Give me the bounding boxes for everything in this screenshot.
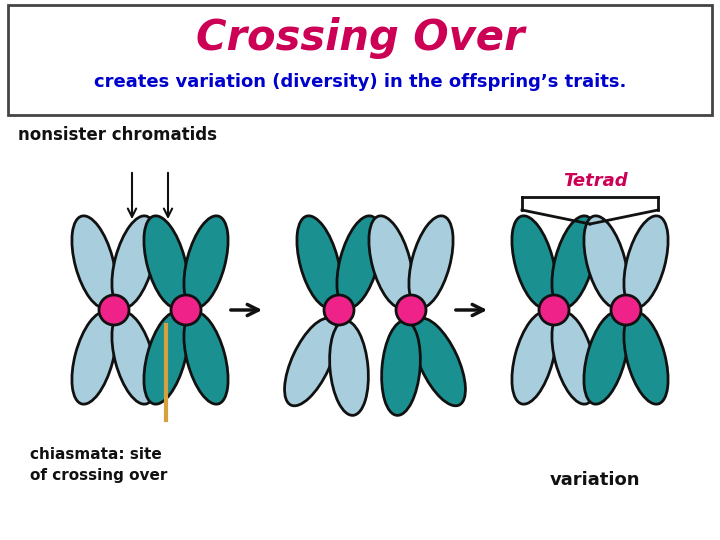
Text: variation: variation xyxy=(550,471,640,489)
Ellipse shape xyxy=(72,216,116,308)
Ellipse shape xyxy=(297,216,341,308)
Ellipse shape xyxy=(184,312,228,404)
Circle shape xyxy=(611,295,641,325)
FancyBboxPatch shape xyxy=(8,5,712,115)
Circle shape xyxy=(99,295,129,325)
Ellipse shape xyxy=(382,321,420,415)
Ellipse shape xyxy=(112,312,156,404)
Text: chiasmata: site
of crossing over: chiasmata: site of crossing over xyxy=(30,447,167,483)
Ellipse shape xyxy=(369,216,413,308)
Circle shape xyxy=(324,295,354,325)
Ellipse shape xyxy=(624,216,668,308)
Text: Crossing Over: Crossing Over xyxy=(196,17,524,59)
Ellipse shape xyxy=(584,216,628,308)
Ellipse shape xyxy=(512,312,556,404)
Ellipse shape xyxy=(624,312,668,404)
Ellipse shape xyxy=(112,216,156,308)
Ellipse shape xyxy=(184,216,228,308)
Ellipse shape xyxy=(552,216,596,308)
Circle shape xyxy=(396,295,426,325)
Ellipse shape xyxy=(552,312,596,404)
Ellipse shape xyxy=(284,318,338,406)
Ellipse shape xyxy=(144,312,188,404)
Ellipse shape xyxy=(337,216,381,308)
Circle shape xyxy=(539,295,569,325)
Text: creates variation (diversity) in the offspring’s traits.: creates variation (diversity) in the off… xyxy=(94,73,626,91)
Ellipse shape xyxy=(72,312,116,404)
Text: nonsister chromatids: nonsister chromatids xyxy=(18,126,217,144)
Circle shape xyxy=(171,295,201,325)
Text: Tetrad: Tetrad xyxy=(563,172,627,190)
Ellipse shape xyxy=(409,216,453,308)
Ellipse shape xyxy=(512,216,556,308)
Ellipse shape xyxy=(413,318,465,406)
Ellipse shape xyxy=(584,312,628,404)
Ellipse shape xyxy=(330,321,369,415)
Ellipse shape xyxy=(144,216,188,308)
